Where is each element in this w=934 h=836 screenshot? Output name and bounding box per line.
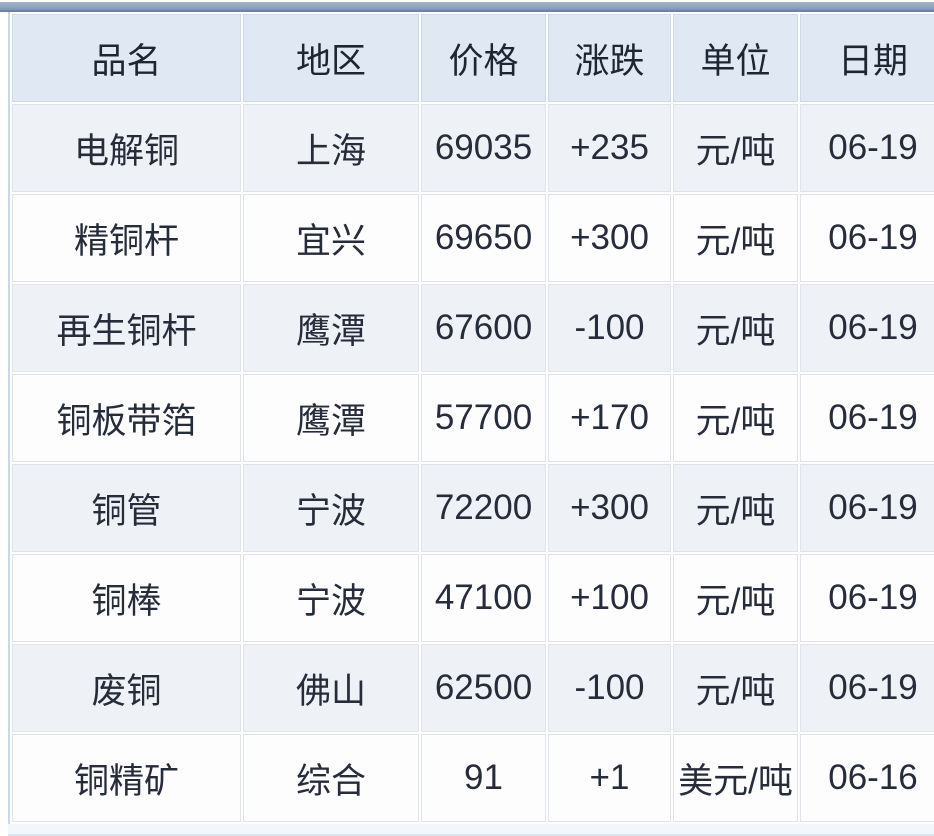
cell-region: 宁波 (243, 464, 419, 552)
cell-unit: 元/吨 (673, 374, 798, 462)
cell-date: 06-19 (800, 284, 934, 372)
column-header-date: 日期 (800, 14, 934, 102)
cell-change: -100 (548, 284, 671, 372)
cell-unit: 元/吨 (673, 554, 798, 642)
price-table-container: 品名 地区 价格 涨跌 单位 日期 电解铜 上海 69035 +235 元/吨 06-19… (8, 12, 934, 824)
cell-unit: 元/吨 (673, 284, 798, 372)
cell-unit: 元/吨 (673, 464, 798, 552)
table-row: 铜精矿 综合 91 +1 美元/吨 06-16 (12, 734, 934, 822)
cell-name: 再生铜杆 (12, 284, 241, 372)
cell-region: 鹰潭 (243, 284, 419, 372)
cell-change: +170 (548, 374, 671, 462)
column-header-price: 价格 (421, 14, 546, 102)
cell-name: 铜棒 (12, 554, 241, 642)
cell-region: 宜兴 (243, 194, 419, 282)
cell-change: +300 (548, 194, 671, 282)
table-row: 电解铜 上海 69035 +235 元/吨 06-19 (12, 104, 934, 192)
bottom-cutoff-strip (8, 824, 934, 836)
cell-unit: 元/吨 (673, 644, 798, 732)
cell-price: 57700 (421, 374, 546, 462)
cell-unit: 元/吨 (673, 194, 798, 282)
copper-price-table: 品名 地区 价格 涨跌 单位 日期 电解铜 上海 69035 +235 元/吨 06-19… (10, 12, 934, 824)
cell-name: 电解铜 (12, 104, 241, 192)
column-header-change: 涨跌 (548, 14, 671, 102)
cell-price: 47100 (421, 554, 546, 642)
cell-region: 鹰潭 (243, 374, 419, 462)
cell-region: 佛山 (243, 644, 419, 732)
cell-price: 69035 (421, 104, 546, 192)
table-row: 废铜 佛山 62500 -100 元/吨 06-19 (12, 644, 934, 732)
column-header-unit: 单位 (673, 14, 798, 102)
table-header-row: 品名 地区 价格 涨跌 单位 日期 (12, 14, 934, 102)
cell-region: 宁波 (243, 554, 419, 642)
cell-date: 06-16 (800, 734, 934, 822)
cell-price: 72200 (421, 464, 546, 552)
cell-change: +235 (548, 104, 671, 192)
cell-region: 综合 (243, 734, 419, 822)
cell-unit: 元/吨 (673, 104, 798, 192)
table-row: 铜棒 宁波 47100 +100 元/吨 06-19 (12, 554, 934, 642)
cell-unit: 美元/吨 (673, 734, 798, 822)
cell-date: 06-19 (800, 644, 934, 732)
cell-date: 06-19 (800, 104, 934, 192)
cell-name: 铜管 (12, 464, 241, 552)
cell-name: 精铜杆 (12, 194, 241, 282)
cell-price: 91 (421, 734, 546, 822)
cell-date: 06-19 (800, 464, 934, 552)
column-header-region: 地区 (243, 14, 419, 102)
top-scroll-bar (0, 2, 934, 12)
cell-price: 69650 (421, 194, 546, 282)
cell-change: +300 (548, 464, 671, 552)
table-row: 铜板带箔 鹰潭 57700 +170 元/吨 06-19 (12, 374, 934, 462)
cell-change: +100 (548, 554, 671, 642)
cell-change: +1 (548, 734, 671, 822)
cell-price: 67600 (421, 284, 546, 372)
table-row: 再生铜杆 鹰潭 67600 -100 元/吨 06-19 (12, 284, 934, 372)
column-header-name: 品名 (12, 14, 241, 102)
cell-date: 06-19 (800, 554, 934, 642)
cell-name: 铜板带箔 (12, 374, 241, 462)
table-row: 精铜杆 宜兴 69650 +300 元/吨 06-19 (12, 194, 934, 282)
cell-region: 上海 (243, 104, 419, 192)
table-row: 铜管 宁波 72200 +300 元/吨 06-19 (12, 464, 934, 552)
cell-date: 06-19 (800, 374, 934, 462)
cell-name: 铜精矿 (12, 734, 241, 822)
cell-price: 62500 (421, 644, 546, 732)
cell-name: 废铜 (12, 644, 241, 732)
cell-date: 06-19 (800, 194, 934, 282)
cell-change: -100 (548, 644, 671, 732)
